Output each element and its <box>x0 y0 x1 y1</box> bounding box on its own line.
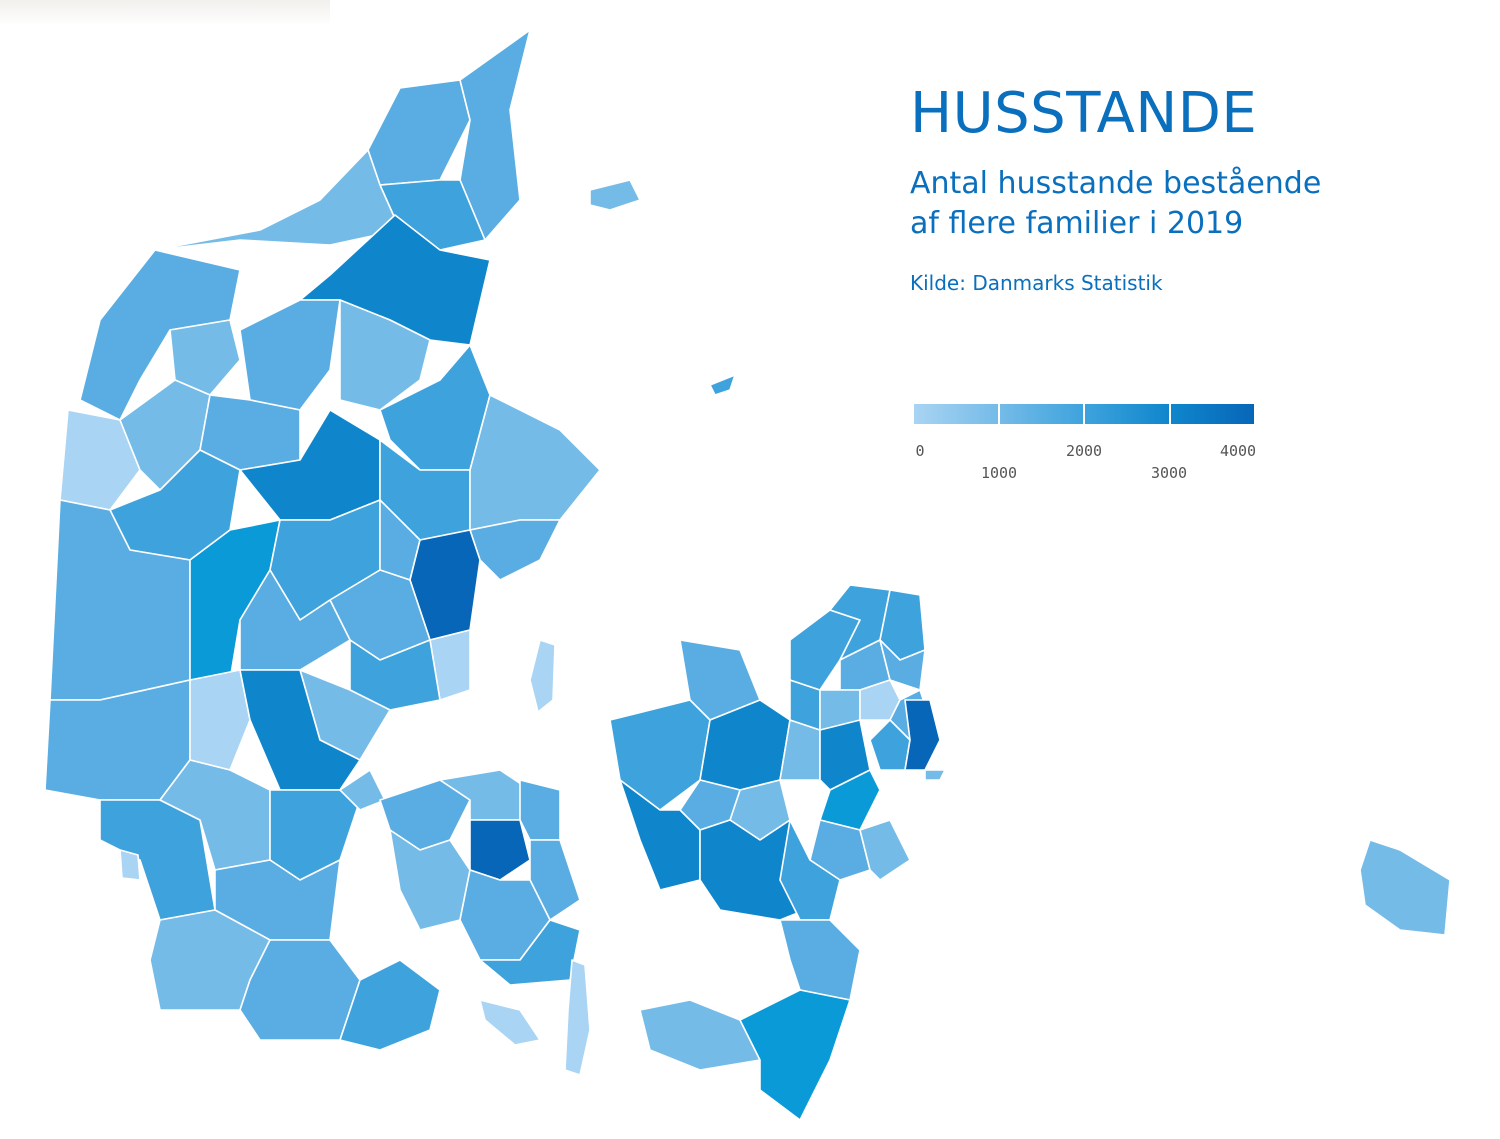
municipality-greve-solroed <box>819 769 881 831</box>
municipality-kerteminde <box>519 779 561 841</box>
island-laeso <box>589 179 641 211</box>
legend-tick-3000: 3000 <box>1150 464 1188 482</box>
jutland-municipalities <box>44 29 601 1051</box>
municipality-vesthimmerland <box>239 299 341 411</box>
map-subtitle: Antal husstande bestående af flere famil… <box>910 164 1321 244</box>
municipality-hjoerring <box>367 79 471 186</box>
municipality-taarnby-dragoer <box>924 769 946 781</box>
municipality-stevns <box>859 819 911 881</box>
municipality-lemvig <box>59 409 141 511</box>
minor-islands <box>589 179 1451 936</box>
zealand-municipalities <box>609 584 946 1121</box>
map-title: HUSSTANDE <box>910 81 1258 146</box>
municipality-billund <box>189 669 251 771</box>
legend-tick-1000: 1000 <box>980 464 1018 482</box>
legend-tick-0: 0 <box>915 442 925 460</box>
legend-segment-3 <box>1085 404 1171 424</box>
municipality-koege <box>809 819 871 881</box>
municipality-jammerbugt <box>154 149 401 251</box>
color-legend: 0 1000 2000 3000 4000 <box>914 404 1257 484</box>
legend-color-bar <box>914 404 1254 424</box>
municipality-morsoe <box>169 319 241 396</box>
municipality-norddjurs <box>469 394 601 531</box>
municipality-samsoe <box>529 639 556 713</box>
legend-tick-4000: 4000 <box>1219 442 1257 460</box>
municipality-fredensborg <box>879 639 926 691</box>
municipality-nyborg <box>529 839 581 921</box>
municipality-svendborg <box>479 919 581 986</box>
municipality-kolding <box>269 789 361 881</box>
municipality-soenderborg <box>339 959 441 1051</box>
subtitle-line-2: af flere familier i 2019 <box>910 206 1244 241</box>
funen-municipalities <box>379 769 591 1076</box>
municipality-frederikshavn <box>459 29 531 241</box>
municipality-aeroe <box>479 999 541 1046</box>
municipality-fanoe <box>119 849 141 881</box>
municipality-vejle <box>239 669 361 791</box>
data-source: Kilde: Danmarks Statistik <box>910 271 1163 295</box>
municipality-odense <box>469 819 531 881</box>
legend-segment-1 <box>914 404 1000 424</box>
island-bornholm <box>1359 839 1451 936</box>
municipality-guldborgsund <box>739 989 851 1121</box>
scan-artifact <box>0 0 330 26</box>
subtitle-line-1: Antal husstande bestående <box>910 166 1322 201</box>
municipality-rebild <box>339 299 431 411</box>
legend-segment-4 <box>1170 404 1254 424</box>
municipality-lolland <box>639 999 761 1071</box>
legend-tick-2000: 2000 <box>1065 442 1103 460</box>
municipality-copenhagen <box>904 699 941 771</box>
legend-segment-2 <box>999 404 1085 424</box>
municipality-syddjurs <box>469 519 561 581</box>
municipality-langeland <box>564 959 591 1076</box>
municipality-vordingborg <box>779 919 861 1001</box>
island-anholt <box>709 374 736 396</box>
